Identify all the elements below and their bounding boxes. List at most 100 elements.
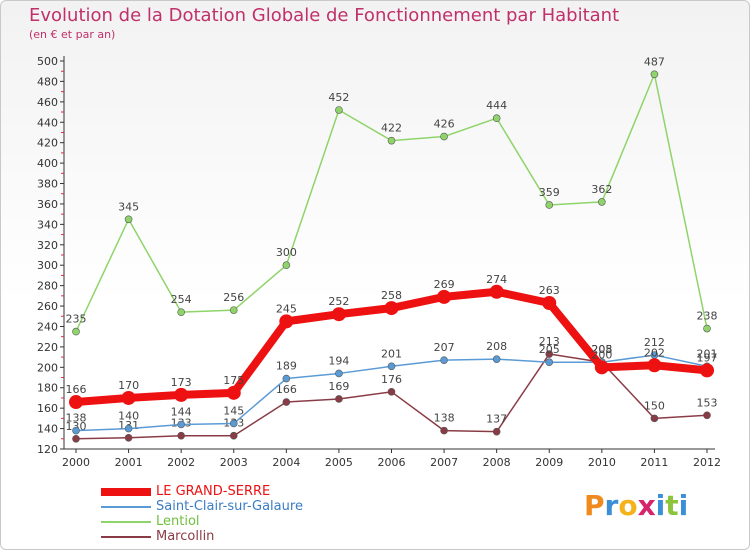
data-label-lentiol: 300: [276, 246, 297, 259]
data-point-marcollin: [177, 431, 185, 440]
data-point-le-grand-serre: [594, 360, 609, 375]
data-label-saint-clair-sur-galaure: 208: [591, 343, 612, 356]
y-tick-label: 160: [37, 402, 58, 415]
legend-item: Saint-Clair-sur-Galaure: [101, 499, 401, 514]
logo-letter: P: [584, 489, 605, 522]
y-tick-label: 320: [37, 239, 58, 252]
x-tick-label: 2012: [693, 456, 721, 469]
y-tick-label: 180: [37, 382, 58, 395]
data-label-lentiol: 345: [118, 200, 139, 213]
data-point-marcollin: [703, 411, 711, 420]
x-tick-label: 2002: [167, 456, 195, 469]
data-label-saint-clair-sur-galaure: 194: [328, 354, 349, 367]
data-point-lentiol: [177, 308, 185, 316]
x-tick-label: 2008: [483, 456, 511, 469]
data-label-lentiol: 238: [697, 310, 718, 323]
data-point-saint-clair-sur-galaure: [545, 358, 554, 367]
data-label-saint-clair-sur-galaure: 207: [434, 341, 455, 354]
data-label-lentiol: 256: [223, 291, 244, 304]
data-label-saint-clair-sur-galaure: 140: [118, 410, 139, 423]
data-label-le-grand-serre: 173: [171, 376, 192, 389]
logo-letter: i: [655, 489, 666, 522]
data-label-marcollin: 138: [434, 412, 455, 425]
chart-legend: LE GRAND-SERRE Saint-Clair-sur-Galaure Len…: [101, 484, 401, 544]
legend-label: Marcollin: [156, 529, 215, 544]
legend-item: Marcollin: [101, 529, 401, 544]
data-label-saint-clair-sur-galaure: 208: [486, 340, 507, 353]
data-point-marcollin: [229, 431, 238, 440]
data-point-lentiol: [440, 132, 448, 141]
data-label-lentiol: 359: [539, 186, 560, 199]
data-label-le-grand-serre: 274: [486, 273, 507, 286]
data-label-le-grand-serre: 252: [328, 295, 349, 308]
data-point-lentiol: [650, 70, 659, 79]
y-tick-label: 140: [37, 423, 58, 436]
data-label-marcollin: 166: [276, 383, 297, 396]
legend-item: LE GRAND-SERRE: [101, 484, 401, 499]
data-label-lentiol: 452: [328, 91, 349, 104]
legend-label: LE GRAND-SERRE: [156, 484, 271, 499]
x-tick-label: 2001: [115, 456, 143, 469]
data-point-le-grand-serre: [121, 390, 136, 405]
data-label-saint-clair-sur-galaure: 144: [171, 405, 192, 418]
data-label-marcollin: 150: [644, 399, 665, 412]
data-label-lentiol: 254: [171, 293, 192, 306]
data-label-le-grand-serre: 245: [276, 302, 297, 315]
data-point-le-grand-serre: [647, 358, 662, 373]
data-point-saint-clair-sur-galaure: [124, 424, 133, 433]
data-point-lentiol: [387, 136, 396, 145]
x-tick-label: 2010: [588, 456, 616, 469]
data-point-lentiol: [124, 215, 133, 224]
data-point-lentiol: [492, 114, 501, 122]
y-tick-label: 420: [37, 137, 58, 150]
proxiti-logo: Proxiti: [584, 489, 688, 522]
data-point-saint-clair-sur-galaure: [387, 362, 396, 371]
x-tick-label: 2003: [220, 456, 248, 469]
y-tick-label: 240: [37, 320, 58, 333]
data-point-marcollin: [545, 350, 554, 358]
legend-swatch: [101, 520, 151, 523]
data-point-le-grand-serre: [542, 295, 557, 310]
legend-label: Saint-Clair-sur-Galaure: [156, 499, 303, 514]
data-point-marcollin: [335, 395, 343, 403]
data-point-saint-clair-sur-galaure: [72, 426, 80, 435]
data-label-marcollin: 213: [539, 335, 560, 348]
data-label-lentiol: 487: [644, 55, 665, 68]
data-label-saint-clair-sur-galaure: 205: [539, 343, 560, 356]
data-label-le-grand-serre: 170: [118, 379, 139, 392]
y-tick-label: 480: [37, 75, 58, 88]
data-label-lentiol: 426: [434, 118, 455, 131]
data-label-le-grand-serre: 269: [434, 278, 455, 291]
logo-letter: i: [678, 489, 689, 522]
data-point-le-grand-serre: [384, 301, 399, 316]
data-label-le-grand-serre: 263: [539, 284, 560, 297]
legend-swatch: [101, 535, 151, 538]
y-tick-label: 200: [37, 361, 58, 374]
y-tick-label: 220: [37, 341, 58, 354]
data-label-le-grand-serre: 200: [591, 348, 612, 361]
x-tick-label: 2011: [640, 456, 668, 469]
logo-letter: o: [618, 489, 638, 522]
y-tick-label: 260: [37, 300, 58, 313]
data-label-saint-clair-sur-galaure: 201: [697, 347, 718, 360]
logo-letter: r: [604, 489, 619, 522]
data-point-marcollin: [124, 433, 133, 442]
data-point-le-grand-serre: [174, 387, 189, 402]
data-point-lentiol: [703, 324, 711, 333]
data-point-saint-clair-sur-galaure: [440, 356, 448, 364]
data-point-le-grand-serre: [437, 289, 452, 304]
data-point-lentiol: [282, 261, 291, 270]
data-label-saint-clair-sur-galaure: 138: [66, 412, 87, 425]
data-point-le-grand-serre: [69, 395, 83, 410]
y-tick-label: 360: [37, 198, 58, 211]
legend-swatch: [101, 505, 151, 508]
data-point-lentiol: [229, 306, 238, 314]
data-label-le-grand-serre: 202: [644, 346, 665, 359]
data-label-lentiol: 422: [381, 122, 402, 135]
data-point-lentiol: [598, 198, 606, 206]
x-tick-label: 2004: [272, 456, 300, 469]
x-tick-label: 2005: [325, 456, 353, 469]
data-label-le-grand-serre: 197: [697, 351, 718, 364]
